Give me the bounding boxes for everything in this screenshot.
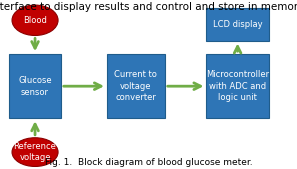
Text: interface to display results and control and store in memory.: interface to display results and control… <box>0 2 297 12</box>
FancyBboxPatch shape <box>206 8 269 41</box>
FancyBboxPatch shape <box>9 54 61 118</box>
Ellipse shape <box>12 5 58 35</box>
Text: LCD display: LCD display <box>213 20 263 29</box>
FancyBboxPatch shape <box>107 54 165 118</box>
Text: Current to
voltage
converter: Current to voltage converter <box>114 70 157 102</box>
FancyBboxPatch shape <box>206 54 269 118</box>
Text: Microcontroller
with ADC and
logic unit: Microcontroller with ADC and logic unit <box>206 70 269 102</box>
Text: Fig. 1.  Block diagram of blood glucose meter.: Fig. 1. Block diagram of blood glucose m… <box>45 158 252 167</box>
Text: Reference
voltage: Reference voltage <box>14 142 56 162</box>
Text: Blood: Blood <box>23 16 47 25</box>
Text: Glucose
sensor: Glucose sensor <box>18 76 52 97</box>
Ellipse shape <box>12 138 58 166</box>
